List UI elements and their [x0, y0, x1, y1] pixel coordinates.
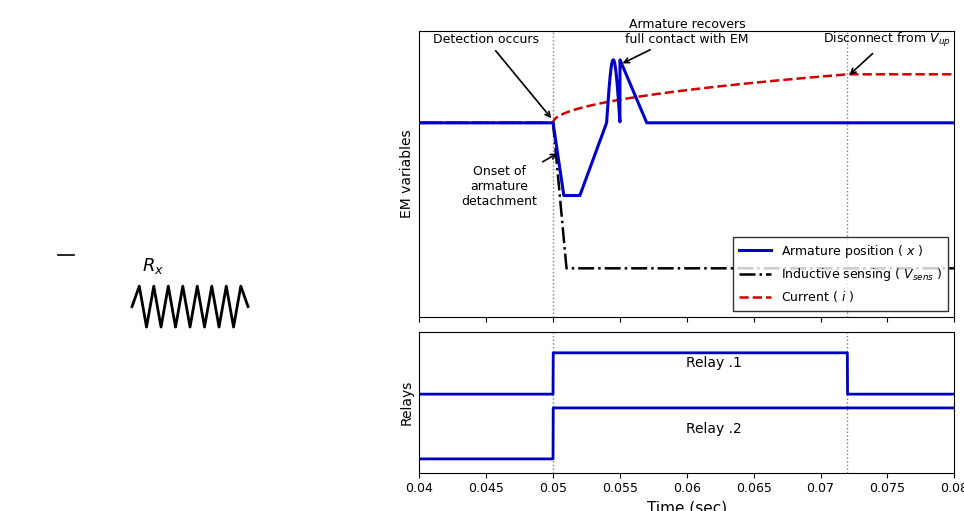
Legend: Armature position ( $x$ ), Inductive sensing ( $V_{sens}$ ), Current ( $i$ ): Armature position ( $x$ ), Inductive sen… [733, 237, 949, 311]
Inductive sensing ( $V_{sens}$ ) [853, 265, 865, 271]
Armature position ( $x$ ) [414, 120, 425, 126]
Line: Armature position ( $x$ ): Armature position ( $x$ ) [419, 60, 954, 196]
Text: Onset of
armature
detachment: Onset of armature detachment [462, 154, 556, 208]
Inductive sensing ( $V_{sens}$ ) [762, 265, 773, 271]
Current ( $i$ ) [949, 71, 960, 77]
Polygon shape [52, 233, 80, 278]
Armature position ( $x$ ) [762, 120, 773, 126]
Inductive sensing ( $V_{sens}$ ) [949, 265, 960, 271]
Line: Current ( $i$ ): Current ( $i$ ) [419, 74, 954, 123]
Inductive sensing ( $V_{sens}$ ) [561, 265, 573, 271]
Armature position ( $x$ ) [854, 120, 866, 126]
Armature position ( $x$ ) [735, 120, 746, 126]
Text: Disconnect from $V_{up}$: Disconnect from $V_{up}$ [823, 31, 951, 74]
Armature position ( $x$ ) [607, 57, 619, 63]
Current ( $i$ ) [842, 71, 853, 77]
Armature position ( $x$ ) [558, 193, 570, 199]
Current ( $i$ ) [414, 120, 425, 126]
Text: $R_x$: $R_x$ [142, 256, 164, 276]
X-axis label: Time (sec): Time (sec) [647, 501, 727, 511]
Inductive sensing ( $V_{sens}$ ) [618, 265, 629, 271]
Y-axis label: Relays: Relays [400, 380, 414, 425]
Current ( $i$ ) [735, 81, 746, 87]
Armature position ( $x$ ) [618, 66, 629, 72]
Text: Armature recovers
full contact with EM: Armature recovers full contact with EM [624, 18, 749, 63]
Inductive sensing ( $V_{sens}$ ) [813, 265, 824, 271]
FancyBboxPatch shape [120, 245, 248, 358]
Inductive sensing ( $V_{sens}$ ) [511, 120, 522, 126]
Current ( $i$ ) [762, 78, 773, 84]
Inductive sensing ( $V_{sens}$ ) [735, 265, 746, 271]
Inductive sensing ( $V_{sens}$ ) [414, 120, 425, 126]
Text: Detection occurs: Detection occurs [433, 33, 550, 117]
Text: Relay .1: Relay .1 [685, 356, 741, 369]
Current ( $i$ ) [511, 120, 522, 126]
Armature position ( $x$ ) [813, 120, 824, 126]
Text: Relay .2: Relay .2 [685, 423, 741, 436]
Armature position ( $x$ ) [511, 120, 522, 126]
Current ( $i$ ) [853, 71, 865, 77]
Current ( $i$ ) [813, 74, 824, 80]
Line: Inductive sensing ( $V_{sens}$ ): Inductive sensing ( $V_{sens}$ ) [419, 123, 954, 268]
Armature position ( $x$ ) [949, 120, 960, 126]
Current ( $i$ ) [618, 96, 629, 102]
Y-axis label: EM variables: EM variables [400, 129, 414, 218]
